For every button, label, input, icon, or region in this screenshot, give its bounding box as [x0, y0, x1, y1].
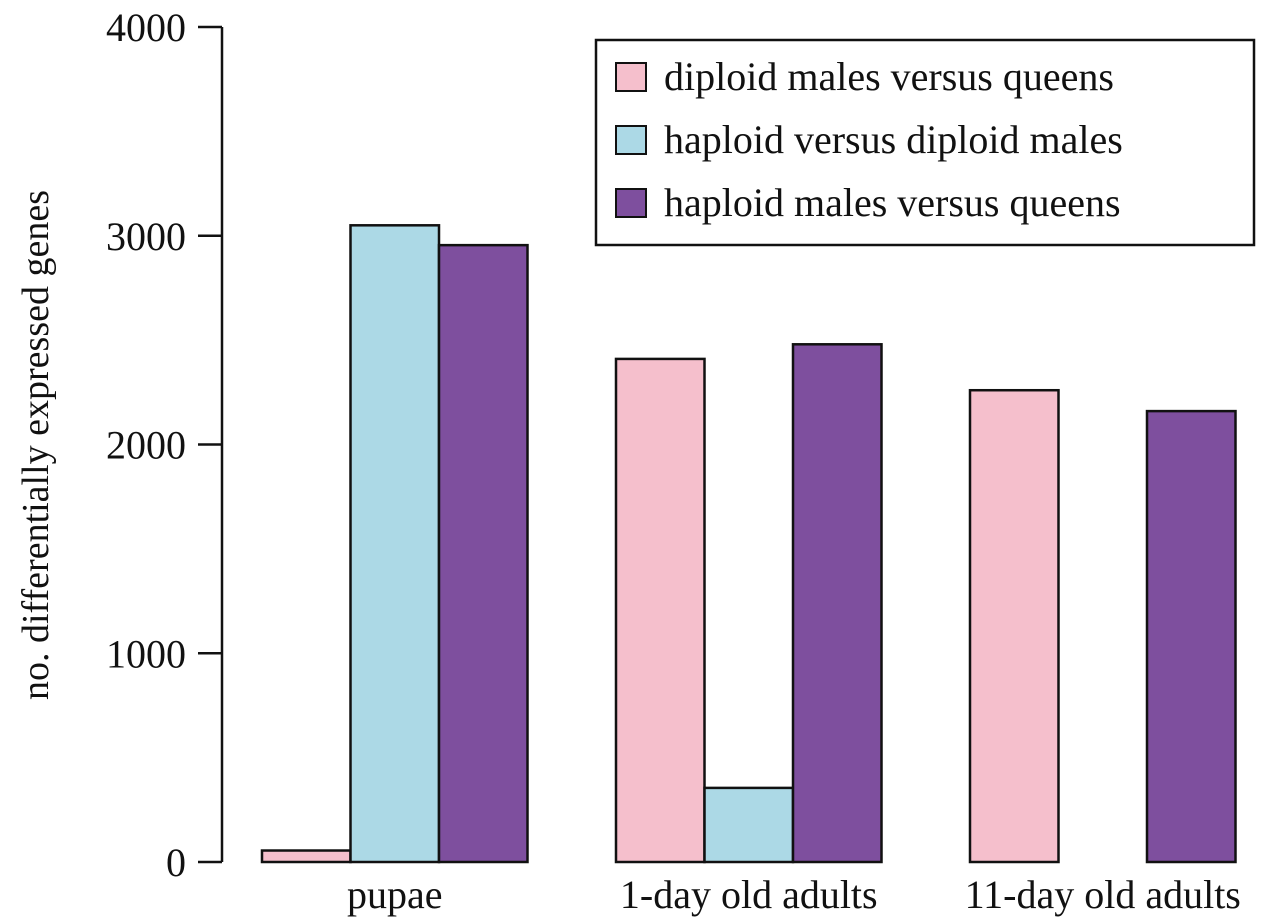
bar-0-2: [437, 243, 529, 864]
legend-label: diploid males versus queens: [664, 54, 1114, 99]
legend-box: [594, 38, 1256, 247]
y-tick-label: 1000: [106, 631, 186, 676]
legend-swatch: [615, 62, 647, 92]
x-tick-label: 11-day old adults: [965, 872, 1241, 917]
legend-swatch: [615, 125, 647, 155]
bar-0-1: [349, 224, 441, 864]
y-tick-label: 0: [166, 840, 186, 885]
bar-2-2: [1145, 409, 1237, 864]
x-tick-label: 1-day old adults: [620, 872, 878, 917]
bar-1-1: [703, 786, 795, 864]
legend-swatch: [615, 188, 647, 218]
y-tick-label: 4000: [106, 5, 186, 50]
legend: diploid males versus queens haploid versu…: [594, 38, 1256, 247]
legend-label: haploid versus diploid males: [664, 117, 1123, 162]
legend-label: haploid males versus queens: [664, 180, 1121, 225]
y-tick-label: 2000: [106, 423, 186, 468]
bar-1-2: [791, 343, 883, 864]
y-tick-label: 3000: [106, 214, 186, 259]
bar-1-0: [614, 357, 706, 864]
bar-0-0: [260, 849, 352, 864]
y-axis: 0 1000 2000 3000 4000: [106, 5, 224, 885]
x-axis-labels: pupae 1-day old adults 11-day old adults: [347, 872, 1241, 917]
x-tick-label: pupae: [347, 872, 443, 917]
bar-2-0: [968, 388, 1060, 864]
bars-group: [260, 224, 1237, 864]
y-axis-title: no. differentially expressed genes: [15, 190, 57, 700]
